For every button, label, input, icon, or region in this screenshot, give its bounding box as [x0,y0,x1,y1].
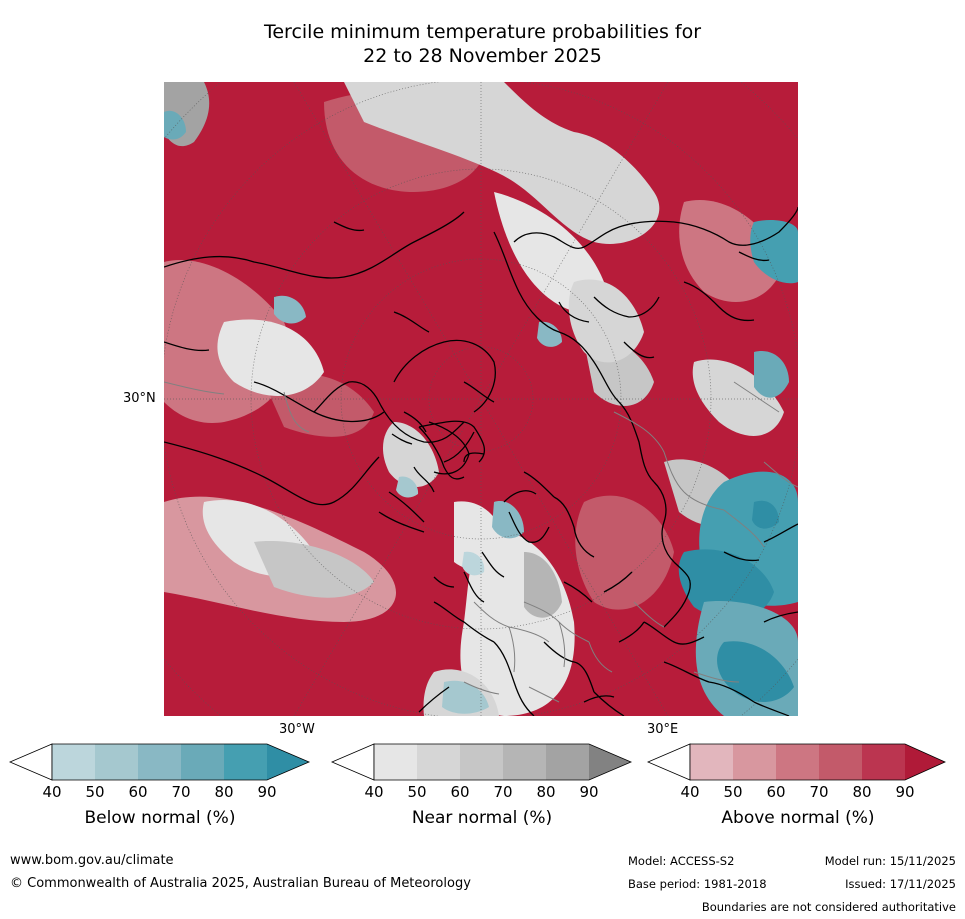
tick-label: 50 [85,783,105,801]
colorbar-above-normal [646,743,948,781]
tick-label: 40 [42,783,62,801]
coastlines [164,206,798,716]
lon-label-30e: 30°E [647,722,679,737]
colorbar-below-title: Below normal (%) [84,808,236,828]
map-graphic [164,82,798,716]
lat-label-30n: 30°N [123,391,156,406]
title-line-1: Tercile minimum temperature probabilitie… [263,21,702,43]
tick-label: 40 [680,783,700,801]
polar-map [164,82,798,716]
colorbar-near-ticks: 40 50 60 70 80 90 [332,783,632,803]
footer-base-period: Base period: 1981-2018 [628,877,767,891]
tick-label: 60 [128,783,148,801]
footer-disclaimer: Boundaries are not considered authoritat… [701,900,956,914]
colorbar-below-graphic [8,743,311,781]
tick-label: 50 [723,783,743,801]
footer-model-run: Model run: 15/11/2025 [824,854,956,868]
colorbar-near-normal [330,743,633,781]
footer-website: www.bom.gov.au/climate [10,853,174,868]
tick-label: 40 [364,783,384,801]
tick-label: 60 [766,783,786,801]
tick-label: 80 [852,783,872,801]
tick-label: 90 [257,783,277,801]
lon-label-30w: 30°W [279,722,315,737]
title-line-2: 22 to 28 November 2025 [363,45,602,67]
colorbar-below-normal [8,743,311,781]
tick-label: 90 [895,783,915,801]
tick-label: 70 [493,783,513,801]
colorbar-above-title: Above normal (%) [721,808,875,828]
tick-label: 90 [579,783,599,801]
tick-label: 70 [809,783,829,801]
map-title: Tercile minimum temperature probabilitie… [0,20,965,68]
tick-label: 50 [407,783,427,801]
colorbar-below-ticks: 40 50 60 70 80 90 [10,783,310,803]
country-borders [164,381,798,703]
colorbar-near-title: Near normal (%) [411,808,553,828]
tick-label: 80 [536,783,556,801]
footer-issued: Issued: 17/11/2025 [845,877,956,891]
colorbar-above-graphic [646,743,946,781]
footer-model: Model: ACCESS-S2 [628,854,735,868]
colorbar-above-ticks: 40 50 60 70 80 90 [648,783,948,803]
near-normal-zones [164,82,798,716]
footer-copyright: © Commonwealth of Australia 2025, Austra… [10,876,471,891]
graticule [164,82,798,716]
tick-label: 70 [171,783,191,801]
below-normal-zones [164,110,798,716]
tick-label: 80 [214,783,234,801]
tick-label: 60 [450,783,470,801]
colorbar-near-graphic [330,743,633,781]
